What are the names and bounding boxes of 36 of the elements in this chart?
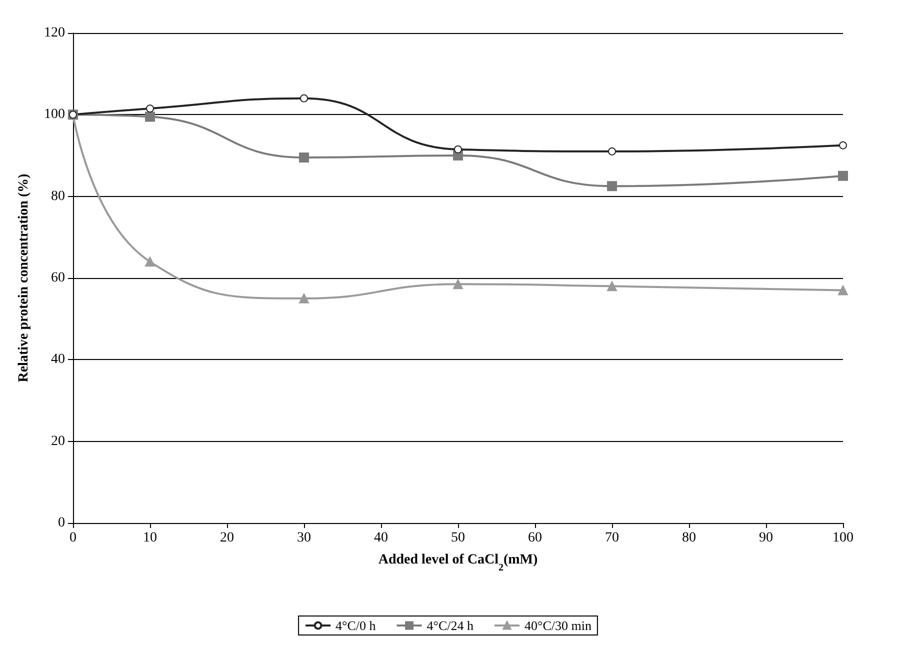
x-tick-label: 100: [832, 530, 854, 546]
y-tick-label: 40: [51, 352, 65, 368]
point: [838, 285, 848, 296]
y-tick-label: 100: [44, 107, 65, 122]
x-tick-label: 20: [220, 530, 234, 546]
point: [453, 279, 463, 290]
point: [839, 141, 847, 150]
x-tick-label: 50: [451, 530, 465, 546]
y-tick-label: 20: [51, 434, 65, 449]
point: [454, 145, 462, 154]
x-tick-label: 0: [70, 530, 76, 546]
y-tick-label: 0: [58, 516, 65, 530]
x-tick-label: 10: [143, 530, 157, 546]
point: [607, 181, 617, 192]
point: [300, 94, 308, 102]
legend-label: 40°C/30 min: [524, 618, 592, 633]
point: [146, 104, 154, 113]
point: [838, 170, 848, 181]
y-tick-label: 60: [51, 270, 65, 286]
point: [299, 293, 309, 304]
point: [608, 147, 616, 156]
y-tick-label: 80: [51, 188, 65, 204]
point: [299, 152, 309, 163]
point: [145, 256, 155, 267]
x-tick-label: 90: [759, 530, 773, 546]
y-axis-title: Relative protein concentration (%): [16, 173, 32, 382]
x-tick-label: 60: [528, 530, 542, 546]
x-tick-label: 30: [297, 530, 311, 546]
y-tick-label: 120: [44, 26, 65, 40]
point: [607, 281, 617, 292]
legend-label: 4°C/24 h: [426, 618, 474, 633]
x-tick-label: 40: [374, 530, 388, 546]
x-tick-label: 70: [605, 530, 619, 546]
x-tick-label: 80: [682, 530, 696, 546]
point: [145, 112, 155, 122]
legend-label: 4°C/0 h: [336, 618, 376, 633]
